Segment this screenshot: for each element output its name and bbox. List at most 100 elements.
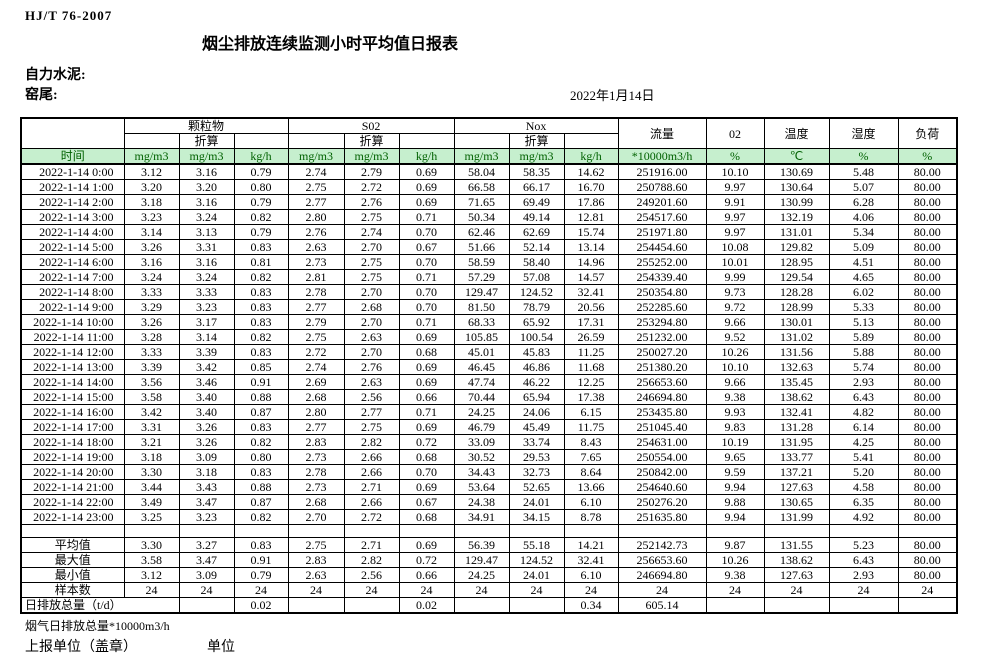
value-cell: 80.00 xyxy=(897,314,958,330)
value-cell: 2.68 xyxy=(287,389,345,405)
subheader-converted-pm: 折算 xyxy=(178,133,235,149)
value-cell: 0.87 xyxy=(233,404,289,420)
value-cell: 9.66 xyxy=(705,314,765,330)
spacer-cell xyxy=(398,524,455,538)
value-cell: 9.91 xyxy=(705,194,765,210)
daily-total-row: 日排放总量（t/d） 0.02 0.02 0.34 605.14 xyxy=(20,597,958,614)
value-cell: 0.83 xyxy=(233,314,289,330)
value-cell: 124.52 xyxy=(508,284,565,300)
value-cell: 46.79 xyxy=(453,419,510,435)
time-cell: 2022-1-14 10:00 xyxy=(20,314,125,330)
value-cell: 8.43 xyxy=(563,434,619,450)
value-cell: 252285.60 xyxy=(617,299,707,315)
col-header-humidity: 湿度 xyxy=(828,117,899,149)
value-cell: 2.63 xyxy=(343,329,400,345)
value-cell: 3.30 xyxy=(123,464,180,480)
value-cell: 0.83 xyxy=(233,284,289,300)
value-cell: 11.68 xyxy=(563,359,619,375)
time-cell: 2022-1-14 9:00 xyxy=(20,299,125,315)
subheader-blank xyxy=(287,133,345,149)
data-row: 2022-1-14 23:00 3.25 3.23 0.82 2.70 2.72 0.68 3… xyxy=(20,509,958,525)
value-cell: 0.80 xyxy=(233,179,289,195)
value-cell: 71.65 xyxy=(453,194,510,210)
time-cell: 2022-1-14 11:00 xyxy=(20,329,125,345)
value-cell: 3.29 xyxy=(123,299,180,315)
data-row: 2022-1-14 3:00 3.23 3.24 0.82 2.80 2.75 0.71 50… xyxy=(20,209,958,225)
value-cell: 15.74 xyxy=(563,224,619,240)
value-cell: 133.77 xyxy=(763,449,830,465)
value-cell: 80.00 xyxy=(897,434,958,450)
value-cell: 58.59 xyxy=(453,254,510,270)
title-wrap: 烟尘排放连续监测小时平均值日报表 xyxy=(0,30,660,54)
daily-total-value-cell: 0.02 xyxy=(233,597,289,614)
value-cell: 6.28 xyxy=(828,194,899,210)
value-cell: 9.99 xyxy=(705,269,765,285)
daily-total-value-cell xyxy=(453,597,510,614)
unit-cell: % xyxy=(828,148,899,165)
unit-cell: kg/h xyxy=(233,148,289,165)
value-cell: 17.38 xyxy=(563,389,619,405)
value-cell: 2.66 xyxy=(343,464,400,480)
value-cell: 80.00 xyxy=(897,509,958,525)
value-cell: 253435.80 xyxy=(617,404,707,420)
value-cell: 3.18 xyxy=(123,449,180,465)
data-row: 2022-1-14 9:00 3.29 3.23 0.83 2.77 2.68 0.70 81… xyxy=(20,299,958,315)
value-cell: 34.91 xyxy=(453,509,510,525)
value-cell: 5.34 xyxy=(828,224,899,240)
value-cell: 0.66 xyxy=(398,389,455,405)
value-cell: 0.87 xyxy=(233,494,289,510)
summary-value-cell: 80.00 xyxy=(897,567,958,583)
value-cell: 5.41 xyxy=(828,449,899,465)
value-cell: 62.69 xyxy=(508,224,565,240)
value-cell: 3.26 xyxy=(178,434,235,450)
value-cell: 80.00 xyxy=(897,329,958,345)
value-cell: 58.04 xyxy=(453,163,510,180)
col-group-so2: S02 xyxy=(287,117,455,134)
value-cell: 78.79 xyxy=(508,299,565,315)
value-cell: 3.33 xyxy=(123,284,180,300)
value-cell: 131.56 xyxy=(763,344,830,360)
daily-total-value-cell: 0.02 xyxy=(398,597,455,614)
summary-value-cell: 0.91 xyxy=(233,552,289,568)
unit-cell: mg/m3 xyxy=(123,148,180,165)
value-cell: 33.09 xyxy=(453,434,510,450)
value-cell: 246694.80 xyxy=(617,389,707,405)
spacer-cell xyxy=(287,524,345,538)
value-cell: 9.72 xyxy=(705,299,765,315)
value-cell: 2.83 xyxy=(287,434,345,450)
value-cell: 3.18 xyxy=(178,464,235,480)
value-cell: 250276.20 xyxy=(617,494,707,510)
summary-value-cell: 252142.73 xyxy=(617,537,707,553)
value-cell: 255252.00 xyxy=(617,254,707,270)
value-cell: 2.77 xyxy=(287,299,345,315)
spacer-cell xyxy=(453,524,510,538)
value-cell: 4.25 xyxy=(828,434,899,450)
value-cell: 0.83 xyxy=(233,419,289,435)
value-cell: 2.77 xyxy=(287,419,345,435)
value-cell: 24.06 xyxy=(508,404,565,420)
value-cell: 9.97 xyxy=(705,179,765,195)
value-cell: 2.82 xyxy=(343,434,400,450)
data-row: 2022-1-14 6:00 3.16 3.16 0.81 2.73 2.75 0.70 58… xyxy=(20,254,958,270)
summary-value-cell: 9.87 xyxy=(705,537,765,553)
value-cell: 4.65 xyxy=(828,269,899,285)
value-cell: 2.77 xyxy=(287,194,345,210)
value-cell: 4.58 xyxy=(828,479,899,495)
value-cell: 3.12 xyxy=(123,163,180,180)
col-group-particulate: 颗粒物 xyxy=(123,117,289,134)
data-row: 2022-1-14 10:00 3.26 3.17 0.83 2.79 2.70 0.71 6… xyxy=(20,314,958,330)
value-cell: 3.16 xyxy=(123,254,180,270)
value-cell: 3.31 xyxy=(123,419,180,435)
summary-label: 最小值 xyxy=(20,567,125,583)
value-cell: 65.92 xyxy=(508,314,565,330)
value-cell: 53.64 xyxy=(453,479,510,495)
value-cell: 130.65 xyxy=(763,494,830,510)
summary-value-cell: 5.23 xyxy=(828,537,899,553)
value-cell: 251045.40 xyxy=(617,419,707,435)
value-cell: 6.02 xyxy=(828,284,899,300)
value-cell: 128.95 xyxy=(763,254,830,270)
daily-total-value-cell xyxy=(287,597,345,614)
value-cell: 10.10 xyxy=(705,359,765,375)
summary-row: 最大值 3.58 3.47 0.91 2.83 2.82 0.72 129.47 124.52 3… xyxy=(20,552,958,568)
